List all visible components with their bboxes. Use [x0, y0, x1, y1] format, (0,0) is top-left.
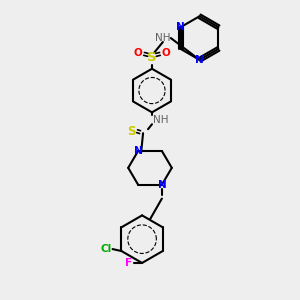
- Text: N: N: [158, 180, 166, 190]
- Text: O: O: [161, 48, 170, 58]
- Text: O: O: [134, 48, 142, 58]
- Text: N: N: [176, 22, 185, 32]
- Text: F: F: [124, 258, 132, 268]
- Text: Cl: Cl: [100, 244, 111, 254]
- Text: NH: NH: [155, 33, 171, 43]
- Text: S: S: [147, 51, 157, 64]
- Text: N: N: [134, 146, 142, 156]
- Text: N: N: [195, 55, 204, 65]
- Text: S: S: [127, 125, 135, 138]
- Text: NH: NH: [153, 115, 169, 125]
